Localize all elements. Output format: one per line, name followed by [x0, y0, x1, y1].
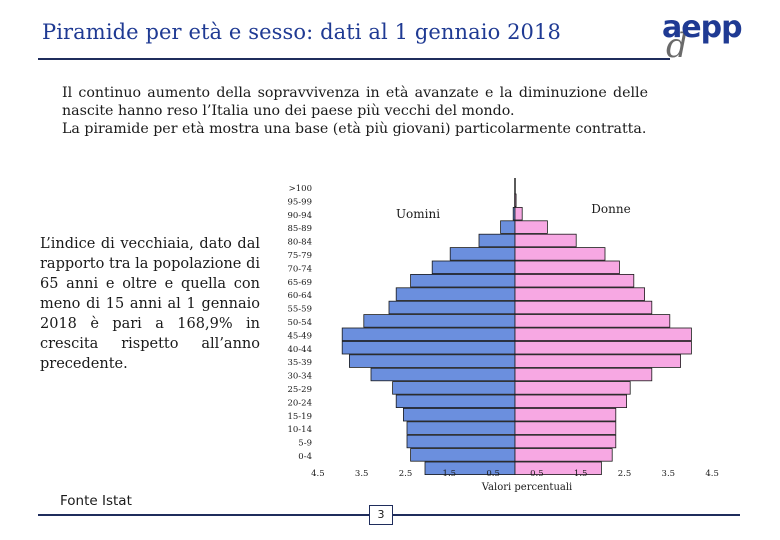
- bar-women: [514, 407, 617, 422]
- bar-men: [388, 300, 516, 315]
- bar-women: [514, 247, 606, 261]
- bar-women: [514, 206, 523, 221]
- pyramid-bars: [341, 193, 692, 476]
- age-label: 15-19: [287, 412, 312, 422]
- bar-women: [514, 287, 646, 301]
- x-tick-label: 0.5: [486, 469, 500, 479]
- x-tick-label: 0.5: [530, 469, 544, 479]
- x-tick-label: 3.5: [662, 469, 676, 479]
- age-label: 75-79: [287, 251, 312, 261]
- age-label: 80-84: [287, 238, 312, 248]
- bar-men: [410, 448, 516, 462]
- legend-men: Uomini: [396, 207, 440, 221]
- page-number: 3: [369, 505, 393, 525]
- old-age-index-note: L’indice di vecchiaia, dato dal rapporto…: [40, 236, 260, 372]
- bar-men: [500, 220, 516, 234]
- bar-men: [395, 394, 516, 409]
- bar-men: [431, 260, 516, 275]
- bar-men: [410, 273, 516, 288]
- age-label: 65-69: [287, 278, 312, 288]
- bar-women: [514, 394, 627, 409]
- bar-men: [395, 287, 516, 301]
- bar-men: [341, 340, 516, 355]
- title-divider: [38, 58, 670, 60]
- x-tick-label: 4.5: [311, 469, 325, 479]
- x-axis-title: Valori percentuali: [481, 482, 573, 493]
- bar-men: [402, 407, 516, 422]
- age-label: 5-9: [298, 439, 312, 449]
- x-tick-label: 2.5: [399, 469, 413, 479]
- intro-paragraph-1: Il continuo aumento della sopravvivenza …: [62, 85, 648, 119]
- bar-women: [514, 461, 602, 476]
- intro-paragraph-2: La piramide per età mostra una base (età…: [62, 121, 647, 137]
- age-label: 95-99: [287, 197, 312, 207]
- age-label: 70-74: [287, 264, 312, 274]
- logo-wordmark: aepp: [662, 10, 743, 45]
- age-label: 20-24: [287, 398, 312, 408]
- bar-women: [514, 381, 631, 395]
- x-tick-label: 2.5: [618, 469, 632, 479]
- aepp-logo: d aepp: [662, 10, 746, 66]
- source-note: Fonte Istat: [60, 493, 132, 509]
- age-label: 45-49: [287, 331, 312, 341]
- legend-women: Donne: [591, 202, 630, 216]
- bar-women: [514, 300, 653, 315]
- x-axis-ticks: 4.5 3.5 2.5 1.5 0.5 0.5 1.5 2.5 3.5 4.5: [311, 469, 719, 479]
- age-labels: >100 95-99 90-94 85-89 80-84 75-79 70-74 65-69 6…: [287, 184, 312, 462]
- bar-women: [514, 273, 635, 288]
- bar-women: [514, 193, 517, 208]
- bar-women: [514, 260, 620, 275]
- x-tick-label: 4.5: [705, 469, 719, 479]
- bar-men: [348, 354, 516, 368]
- page-title: Piramide per età e sesso: dati al 1 genn…: [42, 20, 561, 44]
- age-label: 30-34: [287, 372, 312, 382]
- age-label: >100: [289, 184, 312, 194]
- bar-women: [514, 448, 613, 462]
- bar-men: [478, 233, 516, 248]
- age-label: 10-14: [287, 425, 312, 435]
- bar-women: [514, 367, 653, 382]
- logo-accent-letter: d: [666, 26, 688, 66]
- bar-women: [514, 354, 682, 368]
- bar-men: [424, 461, 516, 476]
- age-label: 35-39: [287, 358, 312, 368]
- bar-women: [514, 233, 577, 248]
- age-label: 85-89: [287, 224, 312, 234]
- age-label: 90-94: [287, 211, 312, 221]
- bar-women: [514, 314, 671, 328]
- bar-men: [341, 327, 516, 342]
- age-label: 0-4: [298, 452, 312, 462]
- x-tick-label: 1.5: [443, 469, 457, 479]
- intro-text: Il continuo aumento della sopravvivenza …: [62, 84, 648, 138]
- bar-women: [514, 434, 617, 449]
- x-tick-label: 3.5: [355, 469, 369, 479]
- bar-women: [514, 220, 548, 234]
- bar-men: [363, 314, 516, 328]
- bar-women: [514, 327, 692, 342]
- bar-men: [449, 247, 516, 261]
- bar-women: [514, 421, 617, 435]
- age-label: 55-59: [287, 305, 312, 315]
- bar-men: [406, 421, 516, 435]
- bar-men: [392, 381, 516, 395]
- age-label: 50-54: [287, 318, 312, 328]
- bar-men: [370, 367, 516, 382]
- age-label: 40-44: [287, 345, 312, 355]
- x-tick-label: 1.5: [574, 469, 588, 479]
- bar-women: [514, 340, 692, 355]
- bar-men: [406, 434, 516, 449]
- age-label: 60-64: [287, 291, 312, 301]
- age-label: 25-29: [287, 385, 312, 395]
